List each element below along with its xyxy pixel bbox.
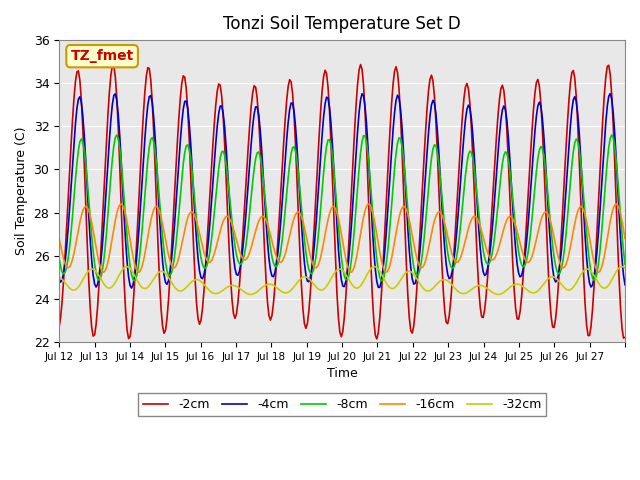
-16cm — [74, 227, 82, 233]
-8cm — [545, 195, 552, 201]
-16cm — [612, 201, 620, 207]
-2cm — [74, 68, 82, 74]
Title: Tonzi Soil Temperature Set D: Tonzi Soil Temperature Set D — [223, 15, 461, 33]
-4cm — [92, 284, 100, 290]
-4cm — [55, 276, 63, 282]
-2cm — [55, 324, 63, 330]
Line: -4cm: -4cm — [59, 94, 625, 288]
X-axis label: Time: Time — [326, 367, 358, 380]
-2cm — [92, 322, 100, 327]
-4cm — [620, 273, 627, 278]
-8cm — [92, 270, 100, 276]
-32cm — [621, 265, 629, 271]
-2cm — [620, 336, 627, 341]
-8cm — [55, 255, 63, 261]
-32cm — [545, 276, 552, 282]
-2cm — [356, 61, 364, 67]
-2cm — [621, 335, 629, 340]
-32cm — [459, 291, 467, 297]
-4cm — [348, 219, 355, 225]
-16cm — [55, 236, 63, 241]
-32cm — [92, 268, 100, 274]
-2cm — [373, 336, 381, 342]
-16cm — [348, 269, 355, 275]
-8cm — [348, 255, 355, 261]
-16cm — [545, 212, 552, 217]
-32cm — [620, 264, 627, 270]
-16cm — [92, 245, 100, 251]
Y-axis label: Soil Temperature (C): Soil Temperature (C) — [15, 127, 28, 255]
-8cm — [460, 187, 468, 193]
-4cm — [128, 285, 136, 291]
-4cm — [74, 96, 82, 102]
-16cm — [621, 236, 629, 241]
Text: TZ_fmet: TZ_fmet — [70, 49, 134, 63]
-8cm — [131, 278, 138, 284]
Line: -8cm: -8cm — [59, 135, 625, 281]
-16cm — [100, 269, 108, 275]
Legend: -2cm, -4cm, -8cm, -16cm, -32cm: -2cm, -4cm, -8cm, -16cm, -32cm — [138, 394, 547, 417]
-16cm — [620, 227, 627, 232]
-32cm — [346, 279, 354, 285]
-32cm — [494, 291, 502, 297]
-8cm — [608, 132, 616, 138]
-2cm — [346, 213, 354, 219]
Line: -16cm: -16cm — [59, 204, 625, 272]
-2cm — [461, 84, 469, 90]
-4cm — [545, 206, 552, 212]
-16cm — [460, 243, 468, 249]
-4cm — [460, 132, 468, 138]
-32cm — [55, 274, 63, 280]
-32cm — [618, 264, 626, 269]
-4cm — [606, 91, 614, 96]
-8cm — [621, 262, 629, 267]
-8cm — [620, 248, 627, 254]
-2cm — [546, 294, 554, 300]
-32cm — [74, 284, 82, 290]
Line: -2cm: -2cm — [59, 64, 625, 339]
-8cm — [74, 148, 82, 154]
-4cm — [621, 282, 629, 288]
Line: -32cm: -32cm — [59, 266, 625, 294]
